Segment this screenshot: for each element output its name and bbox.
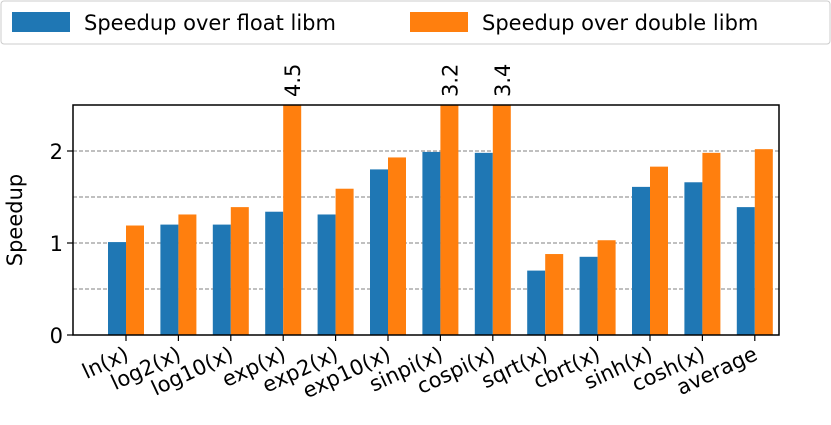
bar	[283, 105, 302, 335]
legend-label: Speedup over double libm	[482, 11, 758, 35]
bar	[422, 151, 441, 335]
value-label: 3.4	[491, 64, 515, 97]
bar	[474, 152, 493, 335]
y-tick-label: 2	[50, 140, 63, 164]
y-tick-label: 1	[50, 232, 63, 256]
bar	[579, 256, 598, 335]
bar	[440, 105, 459, 335]
bar	[684, 182, 703, 335]
y-tick-label: 0	[50, 324, 63, 348]
bar	[108, 242, 126, 335]
bar	[317, 214, 336, 335]
bar	[632, 186, 650, 335]
value-label: 3.2	[438, 64, 462, 97]
value-label: 4.5	[281, 64, 305, 97]
bar	[370, 169, 388, 335]
bar	[160, 224, 179, 335]
bar	[597, 240, 616, 335]
bar	[126, 225, 144, 335]
bar	[492, 105, 511, 335]
bar	[527, 270, 546, 335]
legend-label: Speedup over float libm	[84, 11, 336, 35]
bar	[388, 157, 406, 335]
bar	[265, 211, 284, 335]
bar	[702, 152, 721, 335]
bar	[178, 214, 197, 335]
bar	[650, 166, 668, 335]
bars	[108, 105, 773, 335]
bar	[335, 188, 354, 335]
bar	[736, 207, 755, 335]
plot-frame	[72, 104, 780, 336]
bar	[545, 254, 564, 335]
legend-swatch	[12, 12, 70, 32]
bar	[754, 149, 773, 335]
bar	[212, 224, 231, 335]
legend-swatch	[410, 12, 468, 32]
bar	[230, 207, 249, 335]
y-axis-label: Speedup	[3, 174, 27, 266]
